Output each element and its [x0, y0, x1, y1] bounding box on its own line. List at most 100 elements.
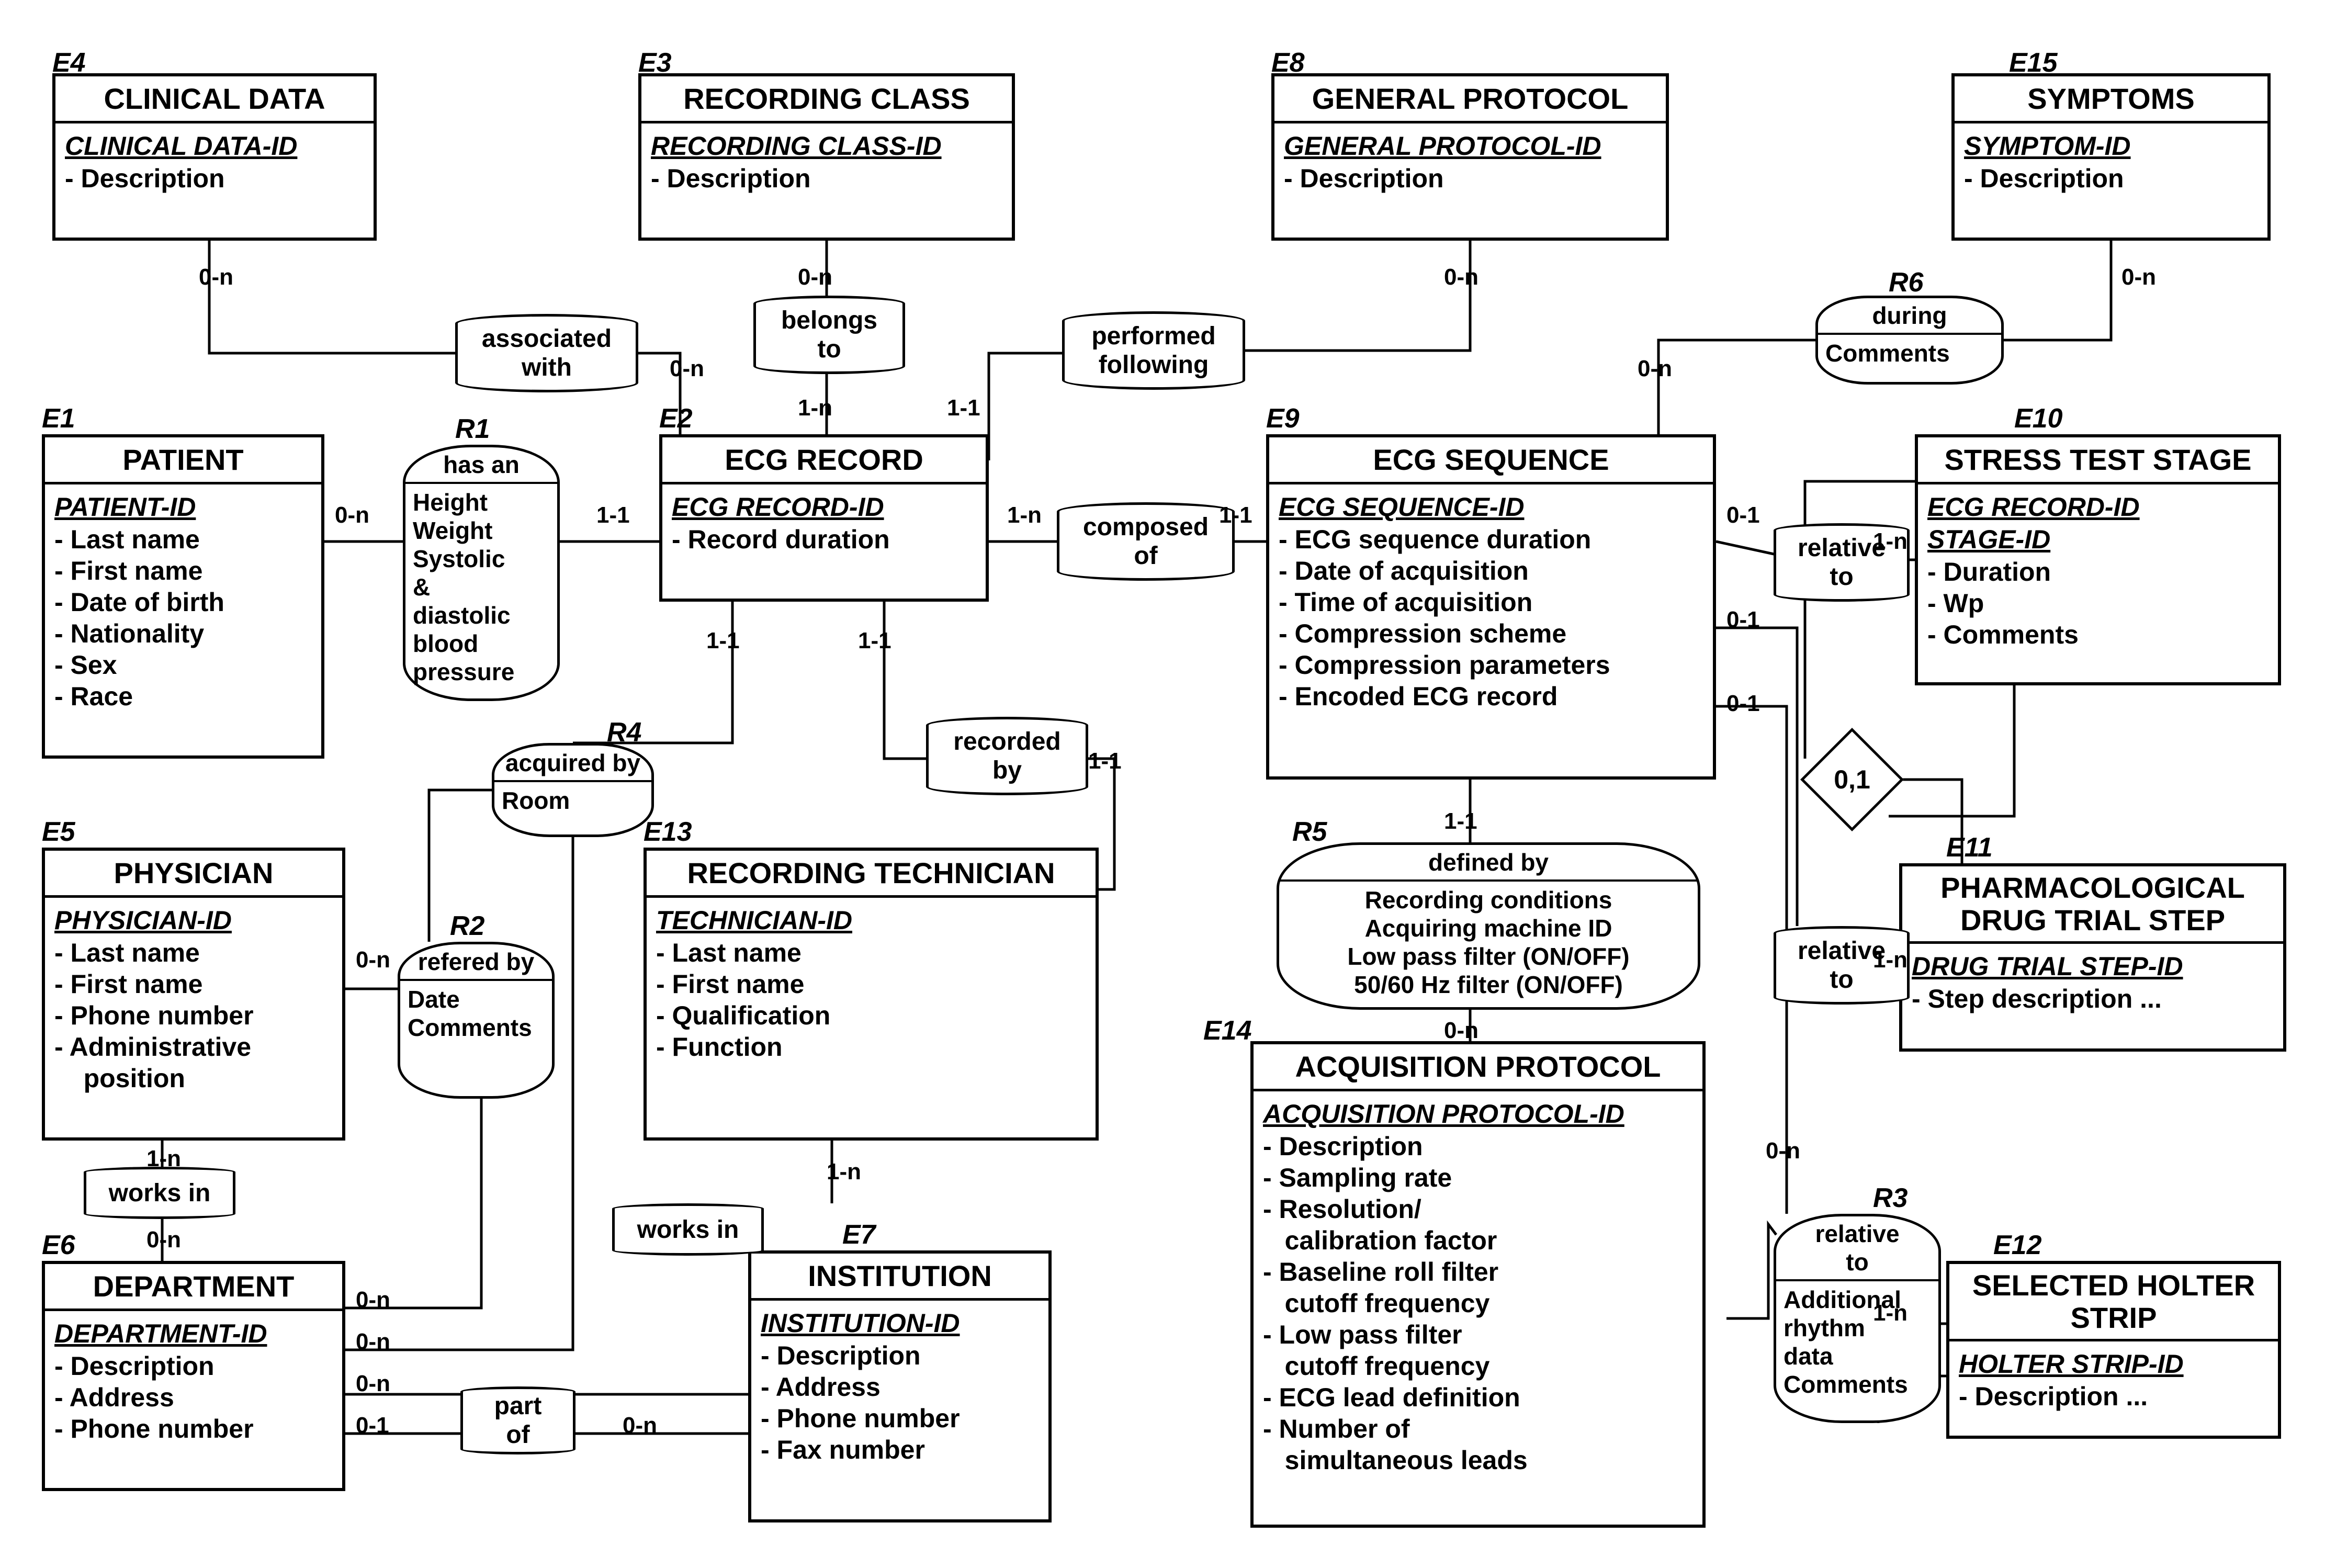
cardinality: 1-n [798, 395, 832, 421]
relation-title: has an [405, 447, 557, 484]
edge [1716, 628, 1797, 926]
entity-attr: - Record duration [672, 524, 976, 555]
entity-attr: - First name [54, 969, 333, 999]
entity-attr: - Address [54, 1382, 333, 1413]
entity-tag: E14 [1203, 1015, 1252, 1046]
entity-E14: ACQUISITION PROTOCOLACQUISITION PROTOCOL… [1250, 1041, 1706, 1528]
cardinality: 0-n [798, 264, 832, 290]
entity-attr: - Race [54, 681, 312, 712]
relation-attr: Additional [1784, 1285, 1931, 1314]
relation-label: performed [1065, 322, 1243, 351]
relation-body: Room [494, 782, 651, 819]
relation-label: of [463, 1420, 573, 1449]
relation-title: defined by [1279, 845, 1698, 882]
entity-key: PHYSICIAN-ID [54, 905, 333, 935]
entity-attr: - Wp [1927, 588, 2268, 618]
diamond-label: 0,1 [1834, 764, 1870, 795]
relation-composed: composedof [1057, 502, 1235, 581]
cardinality: 0-n [2121, 264, 2156, 290]
entity-title: GENERAL PROTOCOL [1274, 76, 1666, 123]
entity-key: ACQUISITION PROTOCOL-ID [1263, 1099, 1693, 1129]
edge [209, 241, 455, 353]
relation-attr: Date [408, 985, 545, 1013]
relation-tag: R1 [455, 413, 490, 445]
entity-body: ECG RECORD-ID- Record duration [662, 484, 986, 563]
entity-E8: GENERAL PROTOCOLGENERAL PROTOCOL-ID- Des… [1271, 73, 1669, 241]
relation-R6: duringComments [1815, 296, 2004, 385]
edge [884, 602, 926, 759]
entity-tag: E12 [1993, 1229, 2042, 1261]
entity-tag: E9 [1266, 403, 1300, 434]
relation-performed: performedfollowing [1062, 311, 1245, 390]
relation-body: DateComments [400, 981, 552, 1046]
relation-label: belongs [756, 306, 902, 335]
cardinality: 0-n [356, 1287, 390, 1313]
entity-attr: - Last name [54, 524, 312, 555]
entity-E11: PHARMACOLOGICAL DRUG TRIAL STEPDRUG TRIA… [1899, 863, 2286, 1052]
entity-body: GENERAL PROTOCOL-ID- Description [1274, 123, 1666, 202]
entity-attr: - Compression scheme [1279, 618, 1703, 649]
entity-body: PATIENT-ID- Last name- First name- Date … [45, 484, 321, 720]
cardinality: 1-1 [706, 628, 740, 654]
entity-title: CLINICAL DATA [55, 76, 374, 123]
relation-attr: 50/60 Hz filter (ON/OFF) [1286, 971, 1690, 999]
cardinality: 0-n [670, 356, 704, 382]
edge [989, 353, 1062, 460]
entity-E3: RECORDING CLASSRECORDING CLASS-ID- Descr… [638, 73, 1015, 241]
cardinality: 1-n [1007, 502, 1042, 528]
entity-attr: simultaneous leads [1263, 1445, 1693, 1475]
entity-body: HOLTER STRIP-ID- Description ... [1949, 1341, 2278, 1420]
entity-key: ECG RECORD-ID [672, 492, 976, 522]
cardinality: 0-1 [1726, 607, 1760, 633]
cardinality: 1-1 [1219, 502, 1252, 528]
entity-body: DRUG TRIAL STEP-ID- Step description ... [1902, 944, 2283, 1022]
entity-attr: - Compression parameters [1279, 650, 1703, 680]
entity-body: TECHNICIAN-ID- Last name- First name- Qu… [647, 898, 1096, 1070]
relation-body: Comments [1818, 335, 2001, 371]
cardinality: 0-n [1444, 264, 1478, 290]
relation-label: by [929, 756, 1086, 785]
relation-attr: Comments [1784, 1370, 1931, 1398]
entity-title: PATIENT [45, 437, 321, 484]
relation-tag: R6 [1889, 267, 1923, 298]
entity-attr: - Date of birth [54, 587, 312, 617]
entity-attr: - ECG sequence duration [1279, 524, 1703, 555]
entity-body: DEPARTMENT-ID- Description- Address- Pho… [45, 1311, 342, 1452]
relation-tag: R3 [1873, 1182, 1908, 1214]
relation-title: refered by [400, 944, 552, 981]
entity-attr: - Encoded ECG record [1279, 681, 1703, 712]
entity-E13: RECORDING TECHNICIANTECHNICIAN-ID- Last … [644, 848, 1099, 1141]
cardinality: 0-n [356, 1329, 390, 1355]
cardinality: 0-n [356, 947, 390, 973]
relation-worksin2: works in [612, 1203, 764, 1256]
relation-attr: Comments [408, 1013, 545, 1042]
edge [2004, 241, 2111, 340]
cardinality: 0-n [1766, 1138, 1800, 1164]
entity-key: CLINICAL DATA-ID [65, 131, 364, 161]
relation-attr: diastolic [413, 601, 550, 629]
entity-attr: - Sampling rate [1263, 1163, 1693, 1193]
entity-attr: - Step description ... [1912, 984, 2274, 1014]
relation-attr: Systolic [413, 545, 550, 573]
cardinality: 0-1 [356, 1413, 389, 1439]
entity-attr: - Function [656, 1032, 1086, 1062]
entity-E9: ECG SEQUENCEECG SEQUENCE-ID- ECG sequenc… [1266, 434, 1716, 780]
relation-R4: acquired byRoom [492, 743, 654, 837]
relation-partof: partof [460, 1386, 575, 1454]
relation-tag: R5 [1292, 816, 1327, 848]
cardinality: 0-n [146, 1227, 181, 1253]
relation-label: recorded [929, 727, 1086, 756]
relation-title: acquired by [494, 746, 651, 782]
entity-title: SYMPTOMS [1955, 76, 2267, 123]
relation-label: to [1776, 562, 1907, 591]
cardinality: 1-n [1873, 528, 1908, 555]
entity-attr: cutoff frequency [1263, 1351, 1693, 1381]
relation-attr: Comments [1825, 339, 1994, 367]
cardinality: 1-n [146, 1146, 181, 1172]
relation-attr: Recording conditions [1286, 886, 1690, 914]
entity-title: PHARMACOLOGICAL DRUG TRIAL STEP [1902, 866, 2283, 944]
relation-worksin1: works in [84, 1167, 235, 1219]
entity-title: RECORDING TECHNICIAN [647, 851, 1096, 898]
relation-label: to [756, 335, 902, 364]
entity-title: ECG RECORD [662, 437, 986, 484]
